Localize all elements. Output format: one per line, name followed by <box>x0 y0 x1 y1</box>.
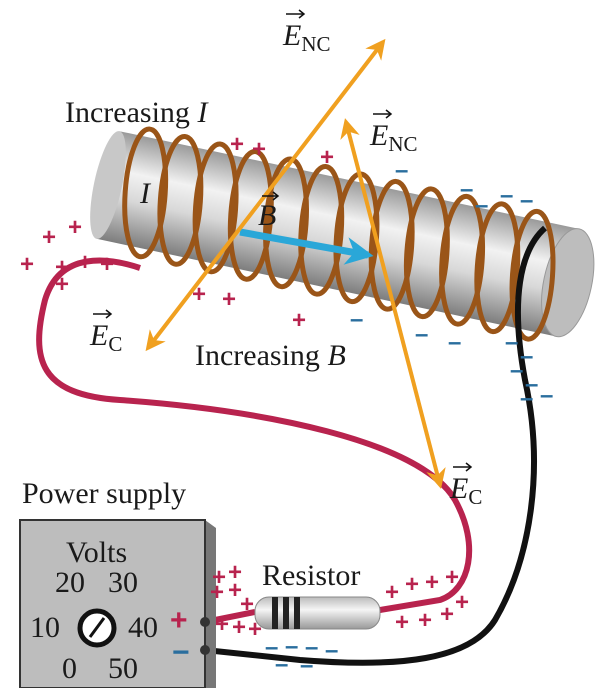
positive-charge: + <box>425 569 439 596</box>
positive-charge: + <box>418 607 432 634</box>
negative-charge: – <box>505 329 518 356</box>
positive-charge: + <box>222 286 236 313</box>
positive-charge: + <box>405 571 419 598</box>
variable: I <box>196 96 209 129</box>
negative-charge: – <box>448 329 461 356</box>
e-nc-label: ENC <box>282 19 331 56</box>
negative-charge: – <box>460 176 473 203</box>
negative-charge: – <box>520 385 533 412</box>
text: Increasing <box>195 339 320 372</box>
e-c-label: EC <box>89 319 122 356</box>
variable: B <box>327 339 345 372</box>
negative-charge: – <box>415 321 428 348</box>
vector-arrow <box>286 10 304 18</box>
band <box>294 597 300 629</box>
positive-charge: + <box>78 249 92 276</box>
subscript: C <box>108 332 122 356</box>
subscript: C <box>468 485 482 509</box>
terminal-minus: − <box>172 636 190 669</box>
positive-charge: + <box>100 251 114 278</box>
subscript: NC <box>388 132 417 156</box>
e-nc-label: ENC <box>369 119 418 156</box>
symbol: E <box>369 119 388 152</box>
positive-charge: + <box>55 271 69 298</box>
resistor-label: Resistor <box>262 559 360 592</box>
negative-charge: – <box>275 651 288 678</box>
positive-charge: + <box>192 281 206 308</box>
negative-charge: – <box>325 637 338 664</box>
positive-charge: + <box>42 224 56 251</box>
dial-number: 30 <box>108 566 138 599</box>
symbol: E <box>449 472 468 505</box>
vector-arrow <box>93 310 111 318</box>
e-c-label: EC <box>449 472 482 509</box>
band <box>283 597 289 629</box>
positive-charge: + <box>320 144 334 171</box>
negative-charge: – <box>500 182 513 209</box>
negative-charge: – <box>540 382 553 409</box>
negative-charge: – <box>300 652 313 679</box>
positive-charge: + <box>20 251 34 278</box>
band <box>272 597 278 629</box>
positive-charge: + <box>292 307 306 334</box>
negative-charge: – <box>475 192 488 219</box>
positive-charge: + <box>455 589 469 616</box>
terminal-plus: + <box>170 604 188 637</box>
positive-charge: + <box>232 614 246 641</box>
power-supply-label: Power supply <box>22 477 186 510</box>
text: Increasing <box>65 96 190 129</box>
positive-charge: + <box>440 601 454 628</box>
diagram: ENC ENC EC EC Increasing I Increasing B … <box>0 0 611 688</box>
increasing-b-label: Increasing B <box>195 339 346 372</box>
solenoid <box>81 117 605 352</box>
positive-charge: + <box>395 609 409 636</box>
symbol: E <box>282 19 301 52</box>
positive-charge: + <box>68 214 82 241</box>
dial-number: 50 <box>108 652 138 685</box>
volts-label: Volts <box>66 536 127 569</box>
field-label: B <box>258 199 276 232</box>
negative-charge: – <box>520 187 533 214</box>
terminal <box>200 617 210 627</box>
positive-charge: + <box>248 616 262 643</box>
terminal <box>200 645 210 655</box>
vector-arrow <box>453 463 471 471</box>
dial-number: 40 <box>128 611 158 644</box>
positive-charge: + <box>230 131 244 158</box>
dial-number: 20 <box>55 566 85 599</box>
positive-charge: + <box>252 136 266 163</box>
vector-arrow <box>373 110 391 118</box>
positive-charge: + <box>215 611 229 638</box>
symbol: E <box>89 319 108 352</box>
negative-charge: – <box>350 306 363 333</box>
page: {"labels": { "e_nc_1": {"symbol": "E", "… <box>0 0 611 688</box>
increasing-i-label: Increasing I <box>65 96 209 129</box>
negative-charge: – <box>510 357 523 384</box>
dial-number: 0 <box>62 652 77 685</box>
positive-charge: + <box>385 579 399 606</box>
positive-charge: + <box>210 579 224 606</box>
subscript: NC <box>301 32 330 56</box>
dial-number: 10 <box>30 611 60 644</box>
positive-charge: + <box>445 564 459 591</box>
negative-charge: – <box>395 157 408 184</box>
